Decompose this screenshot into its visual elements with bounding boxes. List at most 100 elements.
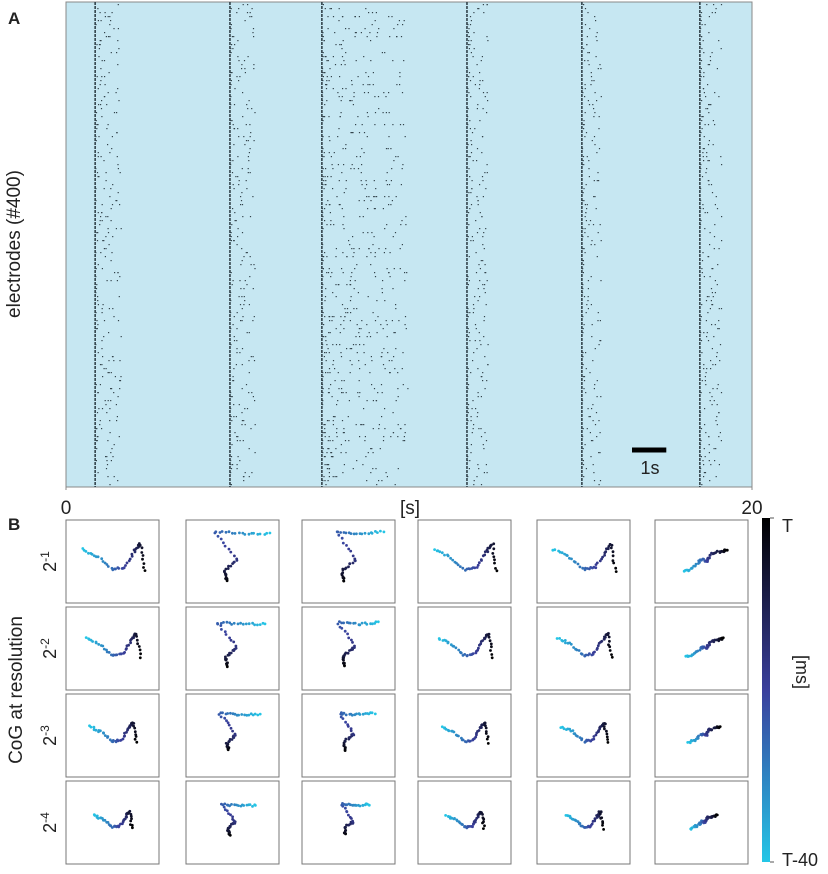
- cog-point: [125, 730, 128, 734]
- spike: [99, 224, 101, 226]
- spike: [333, 316, 335, 318]
- spike: [107, 92, 109, 94]
- spike: [248, 332, 250, 334]
- spike: [334, 380, 336, 382]
- spike: [587, 296, 589, 298]
- spike: [713, 248, 715, 250]
- cog-point: [247, 622, 251, 626]
- spike: [338, 96, 340, 98]
- spike: [479, 296, 481, 298]
- spike: [326, 256, 328, 258]
- spike: [400, 36, 403, 38]
- spike: [342, 432, 344, 434]
- spike: [232, 208, 234, 210]
- spike: [325, 84, 328, 86]
- spike: [329, 440, 331, 442]
- cog-point: [247, 532, 251, 536]
- spike: [590, 276, 592, 278]
- spike: [232, 376, 234, 378]
- spike: [230, 300, 232, 302]
- spike: [233, 144, 235, 146]
- spike: [322, 156, 324, 158]
- spike: [107, 216, 109, 218]
- spike: [236, 468, 238, 470]
- spike: [588, 224, 590, 226]
- cog-point: [382, 530, 386, 534]
- cog-point: [237, 713, 241, 717]
- spike: [372, 312, 374, 314]
- cog-point: [347, 547, 351, 551]
- spike: [600, 396, 602, 398]
- spike: [376, 332, 378, 334]
- spike: [102, 376, 104, 378]
- spike: [711, 304, 713, 306]
- spike: [339, 332, 341, 334]
- spike: [97, 88, 99, 90]
- spike: [232, 48, 234, 50]
- spike: [332, 476, 334, 478]
- spike: [100, 68, 102, 70]
- spike: [98, 408, 100, 410]
- cog-point: [216, 622, 219, 625]
- spike: [384, 408, 386, 410]
- spike: [392, 432, 394, 434]
- cog-point: [341, 541, 345, 545]
- spike: [468, 212, 470, 214]
- spike: [596, 100, 598, 102]
- spike: [331, 316, 333, 318]
- spike: [240, 204, 242, 206]
- cog-point: [343, 629, 347, 633]
- cog-point: [106, 821, 110, 824]
- spike: [386, 224, 388, 226]
- spike: [321, 384, 324, 386]
- spike: [396, 36, 398, 38]
- cog-point: [596, 644, 600, 648]
- spike: [598, 128, 600, 130]
- spike: [254, 268, 256, 270]
- spike: [397, 468, 399, 470]
- cog-point: [228, 636, 232, 640]
- spike: [587, 52, 589, 54]
- spike: [96, 44, 98, 46]
- spike: [708, 444, 710, 446]
- spike: [370, 356, 372, 358]
- spike: [97, 156, 99, 158]
- spike: [333, 224, 335, 226]
- spike: [322, 336, 324, 338]
- spike: [234, 44, 236, 46]
- spike: [597, 172, 599, 174]
- cog-point: [483, 553, 487, 557]
- spike: [705, 384, 707, 386]
- spike: [118, 436, 120, 438]
- spike: [341, 96, 343, 98]
- spike: [477, 368, 479, 370]
- spike: [478, 332, 480, 334]
- spike: [716, 404, 718, 406]
- cog-point: [578, 565, 582, 569]
- spike: [325, 484, 327, 486]
- cog-point: [229, 564, 233, 568]
- spike: [380, 324, 382, 326]
- spike: [484, 264, 486, 266]
- spike: [113, 28, 115, 30]
- cog-point: [355, 532, 358, 536]
- cog-point: [606, 738, 609, 741]
- spike: [367, 232, 369, 234]
- cog-point: [606, 741, 610, 744]
- spike: [397, 372, 399, 374]
- cog-point: [444, 727, 448, 731]
- cog-point: [468, 567, 472, 571]
- spike: [587, 308, 589, 310]
- spike: [704, 124, 706, 126]
- spike: [95, 276, 97, 278]
- spike: [384, 52, 386, 54]
- spike: [100, 104, 102, 106]
- spike: [707, 64, 709, 66]
- cog-point: [224, 741, 228, 745]
- spike: [325, 184, 327, 186]
- spike: [103, 368, 105, 370]
- spike: [593, 80, 595, 82]
- spike: [590, 76, 593, 78]
- spike: [582, 160, 584, 162]
- spike: [254, 400, 256, 402]
